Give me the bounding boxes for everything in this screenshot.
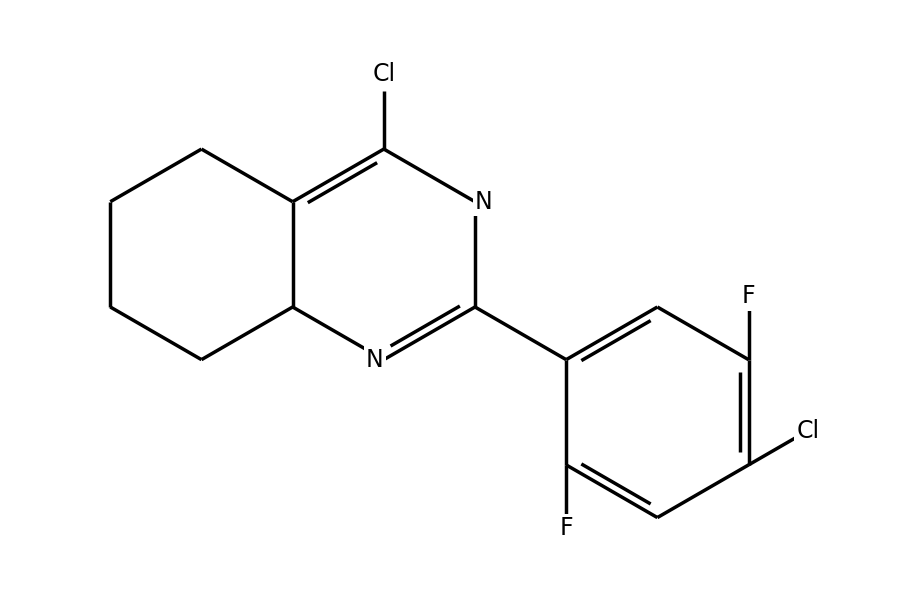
- Text: Cl: Cl: [796, 419, 819, 443]
- Text: F: F: [742, 284, 755, 308]
- Text: Cl: Cl: [373, 62, 395, 86]
- Text: N: N: [475, 190, 493, 214]
- Text: N: N: [366, 348, 384, 371]
- Text: F: F: [559, 516, 573, 540]
